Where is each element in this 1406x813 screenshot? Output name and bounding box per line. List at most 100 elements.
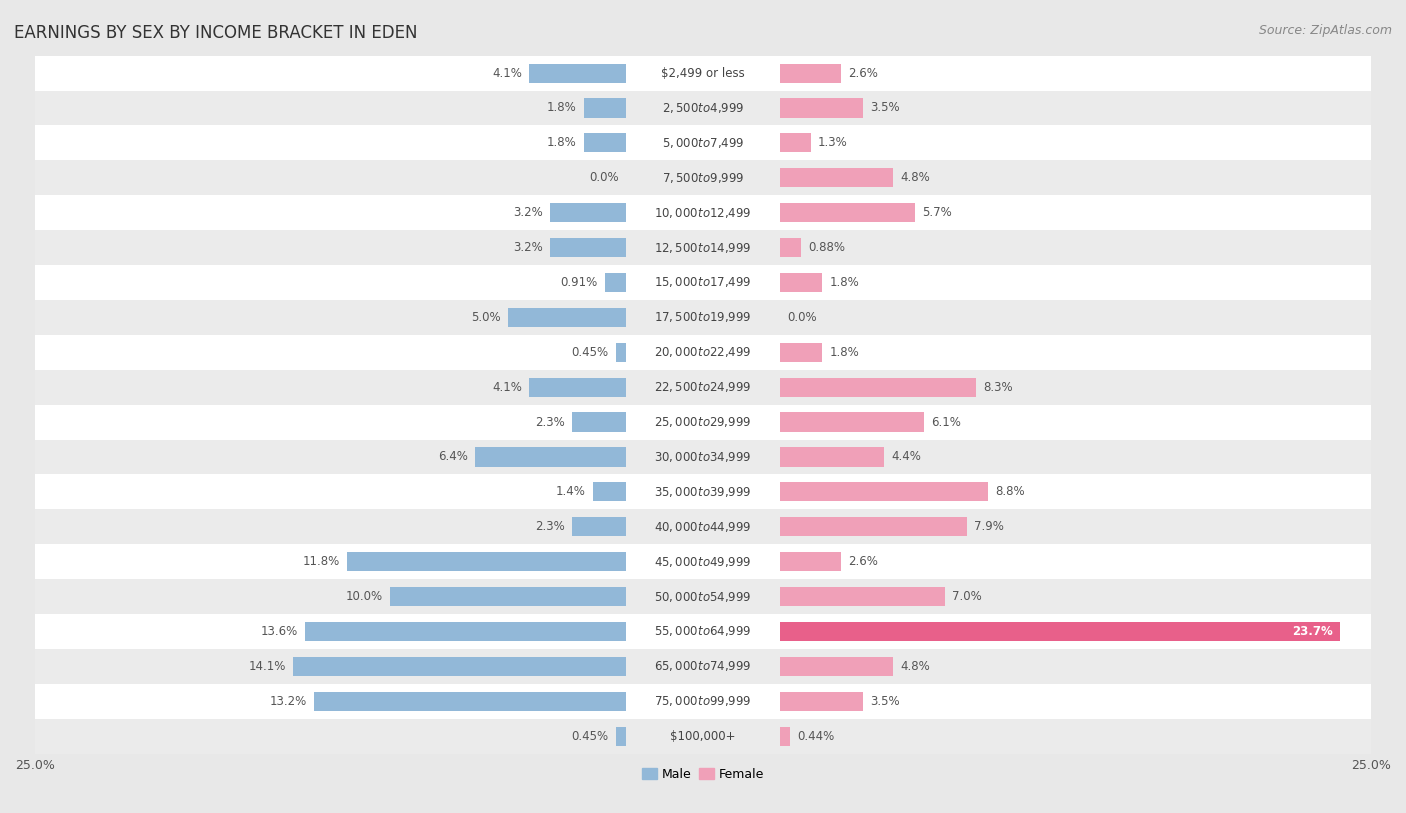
Bar — [35, 300, 1371, 335]
Text: $17,500 to $19,999: $17,500 to $19,999 — [654, 311, 752, 324]
Bar — [780, 342, 823, 362]
Bar — [780, 517, 967, 537]
Bar — [780, 552, 841, 572]
Bar — [347, 552, 626, 572]
Text: $10,000 to $12,499: $10,000 to $12,499 — [654, 206, 752, 220]
Text: $15,000 to $17,499: $15,000 to $17,499 — [654, 276, 752, 289]
Text: $12,500 to $14,999: $12,500 to $14,999 — [654, 241, 752, 254]
Bar — [35, 195, 1371, 230]
Text: 2.3%: 2.3% — [534, 520, 565, 533]
Bar — [35, 230, 1371, 265]
Bar — [35, 440, 1371, 475]
Bar — [475, 447, 626, 467]
Text: 2.6%: 2.6% — [848, 67, 879, 80]
Text: 13.2%: 13.2% — [270, 695, 307, 707]
Bar — [780, 657, 893, 676]
Bar — [529, 63, 626, 83]
Bar — [305, 622, 626, 641]
Bar — [780, 377, 976, 397]
Text: 1.4%: 1.4% — [555, 485, 586, 498]
Bar — [780, 447, 884, 467]
Text: 1.3%: 1.3% — [818, 137, 848, 150]
Text: $100,000+: $100,000+ — [671, 729, 735, 742]
Text: 1.8%: 1.8% — [547, 137, 576, 150]
Text: $7,500 to $9,999: $7,500 to $9,999 — [662, 171, 744, 185]
Bar — [35, 90, 1371, 125]
Text: 4.4%: 4.4% — [891, 450, 921, 463]
Bar — [780, 98, 863, 118]
Text: $45,000 to $49,999: $45,000 to $49,999 — [654, 554, 752, 568]
Text: 10.0%: 10.0% — [346, 590, 382, 603]
Bar — [35, 475, 1371, 509]
Bar — [551, 203, 626, 222]
Legend: Male, Female: Male, Female — [637, 763, 769, 785]
Bar — [389, 587, 626, 606]
Text: $40,000 to $44,999: $40,000 to $44,999 — [654, 520, 752, 534]
Text: 0.0%: 0.0% — [589, 172, 619, 185]
Text: $2,500 to $4,999: $2,500 to $4,999 — [662, 101, 744, 115]
Text: 14.1%: 14.1% — [249, 660, 285, 673]
Bar — [583, 98, 626, 118]
Bar — [35, 684, 1371, 719]
Text: 1.8%: 1.8% — [830, 276, 859, 289]
Bar — [605, 273, 626, 292]
Text: $75,000 to $99,999: $75,000 to $99,999 — [654, 694, 752, 708]
Text: 23.7%: 23.7% — [1292, 625, 1333, 638]
Bar — [35, 265, 1371, 300]
Text: 13.6%: 13.6% — [260, 625, 298, 638]
Bar — [35, 160, 1371, 195]
Text: 0.45%: 0.45% — [571, 346, 609, 359]
Text: 5.7%: 5.7% — [922, 207, 952, 220]
Bar — [780, 692, 863, 711]
Text: 0.0%: 0.0% — [787, 311, 817, 324]
Text: 0.45%: 0.45% — [571, 729, 609, 742]
Bar — [616, 342, 626, 362]
Bar — [314, 692, 626, 711]
Bar — [35, 509, 1371, 544]
Text: $55,000 to $64,999: $55,000 to $64,999 — [654, 624, 752, 638]
Bar — [35, 55, 1371, 90]
Bar — [35, 125, 1371, 160]
Text: $2,499 or less: $2,499 or less — [661, 67, 745, 80]
Text: $50,000 to $54,999: $50,000 to $54,999 — [654, 589, 752, 603]
Bar — [35, 579, 1371, 614]
Text: 6.1%: 6.1% — [931, 415, 962, 428]
Text: 3.5%: 3.5% — [870, 102, 900, 115]
Text: 3.2%: 3.2% — [513, 207, 543, 220]
Text: 4.8%: 4.8% — [900, 172, 931, 185]
Bar — [780, 622, 1340, 641]
Text: 3.2%: 3.2% — [513, 241, 543, 254]
Text: 0.91%: 0.91% — [560, 276, 598, 289]
Text: Source: ZipAtlas.com: Source: ZipAtlas.com — [1258, 24, 1392, 37]
Text: $5,000 to $7,499: $5,000 to $7,499 — [662, 136, 744, 150]
Bar — [593, 482, 626, 502]
Bar — [35, 370, 1371, 405]
Text: $25,000 to $29,999: $25,000 to $29,999 — [654, 415, 752, 429]
Bar — [780, 273, 823, 292]
Bar — [35, 544, 1371, 579]
Text: 0.88%: 0.88% — [808, 241, 845, 254]
Bar — [35, 335, 1371, 370]
Text: 8.3%: 8.3% — [983, 380, 1012, 393]
Text: 1.8%: 1.8% — [830, 346, 859, 359]
Bar — [292, 657, 626, 676]
Text: 7.9%: 7.9% — [974, 520, 1004, 533]
Text: 5.0%: 5.0% — [471, 311, 501, 324]
Text: 6.4%: 6.4% — [437, 450, 468, 463]
Text: 11.8%: 11.8% — [302, 555, 340, 568]
Bar — [572, 517, 626, 537]
Text: 1.8%: 1.8% — [547, 102, 576, 115]
Bar — [780, 412, 924, 432]
Bar — [508, 308, 626, 327]
Text: 2.6%: 2.6% — [848, 555, 879, 568]
Text: 8.8%: 8.8% — [995, 485, 1025, 498]
Bar — [583, 133, 626, 153]
Bar — [780, 203, 915, 222]
Bar — [35, 719, 1371, 754]
Bar — [780, 168, 893, 187]
Bar — [35, 614, 1371, 649]
Bar — [780, 63, 841, 83]
Text: 4.1%: 4.1% — [492, 67, 522, 80]
Bar — [35, 649, 1371, 684]
Text: $22,500 to $24,999: $22,500 to $24,999 — [654, 380, 752, 394]
